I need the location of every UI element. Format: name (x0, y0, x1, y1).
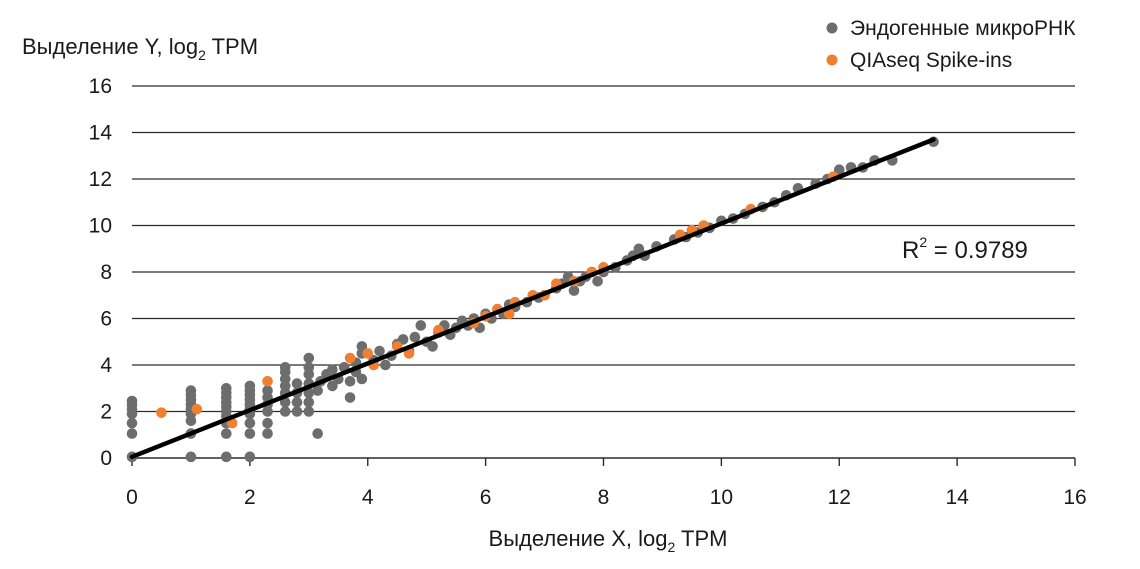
x-tick-label: 12 (828, 486, 851, 509)
data-point (221, 451, 232, 463)
legend-label-endogenous: Эндогенные микроРНК (850, 17, 1076, 40)
data-point (126, 395, 138, 407)
data-point (244, 380, 256, 392)
data-point (279, 362, 291, 373)
x-tick-label: 16 (1063, 486, 1086, 509)
x-tick-label: 0 (126, 486, 138, 509)
data-point (291, 378, 303, 389)
y-tick-label: 10 (89, 215, 112, 238)
data-point (244, 417, 256, 429)
data-point (262, 385, 273, 396)
y-axis-ticks: 0 2 4 6 8 10 12 14 16 (89, 75, 113, 470)
data-point (185, 385, 197, 396)
legend-label-spike-ins: QIAseq Spike-ins (850, 49, 1012, 72)
y-tick-label: 2 (100, 401, 112, 424)
data-point (244, 428, 256, 439)
x-tick-label: 2 (244, 486, 256, 509)
data-point (279, 406, 291, 417)
y-tick-label: 6 (100, 308, 112, 331)
data-point (374, 345, 385, 357)
data-point (380, 359, 391, 371)
data-point (126, 428, 138, 439)
data-point (244, 451, 256, 463)
data-point (592, 276, 603, 287)
y-tick-label: 8 (100, 261, 112, 284)
y-axis-title-subscript: 2 (198, 47, 206, 63)
data-point (356, 373, 368, 385)
data-point (503, 308, 515, 320)
data-point (303, 396, 315, 408)
y-tick-label: 4 (100, 354, 112, 377)
data-point (303, 352, 315, 364)
data-point (344, 392, 356, 403)
data-point (427, 341, 438, 352)
y-axis-title: Выделение Y, log2 TPM (22, 34, 258, 63)
data-point (568, 285, 580, 296)
x-axis-title-main: Выделение X, log (489, 526, 668, 551)
data-point (221, 428, 232, 439)
data-point (356, 341, 368, 352)
data-point (633, 243, 645, 255)
legend: Эндогенные микроРНК QIAseq Spike-ins (826, 17, 1076, 72)
data-point (397, 334, 409, 345)
r-squared-superscript: 2 (919, 234, 927, 250)
x-axis-title: Выделение X, log2 TPM (489, 526, 728, 555)
data-point (327, 364, 338, 375)
trendline (129, 137, 936, 460)
data-point (291, 406, 303, 417)
data-point (327, 380, 338, 392)
r-squared-value: = 0.9789 (927, 237, 1028, 264)
data-point (262, 375, 273, 387)
data-point (403, 348, 415, 359)
data-point (833, 164, 845, 175)
data-point (303, 362, 315, 373)
y-tick-label: 16 (89, 75, 112, 98)
data-point (126, 417, 138, 429)
y-axis-title-tail: TPM (206, 34, 258, 59)
data-point (291, 396, 303, 408)
data-point (312, 428, 323, 439)
x-axis-title-tail: TPM (675, 526, 727, 551)
legend-marker-endogenous (826, 22, 838, 34)
x-axis-title-subscript: 2 (668, 539, 676, 555)
data-point (262, 417, 273, 429)
series-spike-ins (156, 171, 839, 429)
data-point (191, 403, 203, 415)
x-tick-label: 6 (480, 486, 492, 509)
x-axis: 0 2 4 6 8 10 12 14 16 (126, 457, 1087, 509)
r-squared-annotation: R2 = 0.9789 (902, 234, 1028, 264)
legend-marker-spike-ins (826, 54, 838, 66)
data-point (415, 320, 427, 331)
data-point (312, 385, 323, 396)
data-point (362, 348, 374, 359)
data-point (221, 382, 232, 394)
data-point (344, 352, 356, 364)
x-tick-label: 4 (362, 486, 374, 509)
y-tick-label: 12 (89, 168, 112, 191)
y-tick-label: 14 (89, 122, 113, 145)
y-tick-label: 0 (100, 447, 112, 470)
data-point (262, 428, 273, 439)
x-tick-label: 14 (945, 486, 969, 509)
data-point (156, 407, 167, 418)
x-tick-label: 8 (598, 486, 610, 509)
y-axis-title-main: Выделение Y, log (22, 34, 198, 59)
data-point (303, 406, 315, 417)
r-squared-base: R (902, 237, 919, 264)
data-point (185, 451, 197, 463)
data-point (344, 375, 356, 387)
x-tick-label: 10 (710, 486, 733, 509)
data-point (409, 331, 421, 343)
